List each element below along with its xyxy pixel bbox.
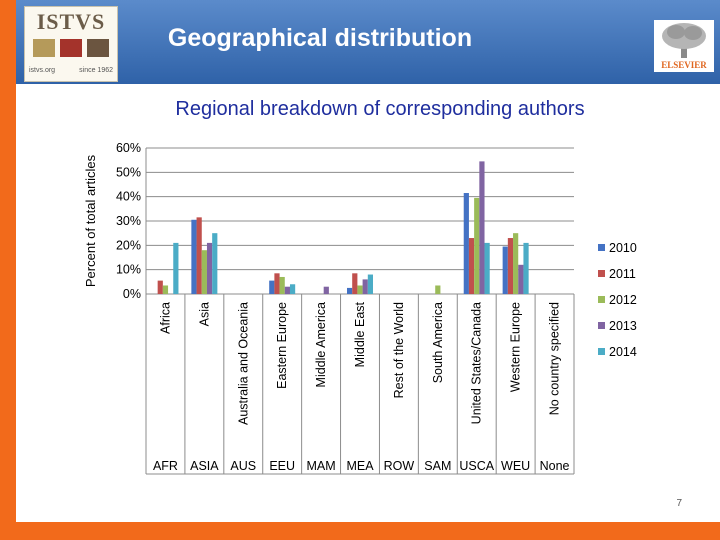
bar bbox=[513, 233, 519, 294]
region-code-label: ROW bbox=[384, 459, 415, 473]
bar bbox=[435, 285, 441, 294]
chart-title: Regional breakdown of corresponding auth… bbox=[175, 98, 585, 120]
bar bbox=[463, 193, 469, 294]
page-title: Geographical distribution bbox=[167, 24, 473, 52]
logo-since: since 1962 bbox=[79, 67, 113, 74]
x-tick-label: Middle America bbox=[314, 302, 328, 387]
legend-swatch bbox=[598, 348, 605, 355]
y-axis-title: Percent of total articles bbox=[83, 154, 98, 287]
bar bbox=[474, 197, 480, 294]
bar bbox=[518, 264, 524, 294]
left-accent-bar bbox=[0, 0, 16, 540]
x-tick-label: Australia and Oceania bbox=[236, 302, 250, 425]
logo-emblem-icon bbox=[31, 39, 111, 61]
region-code-label: WEU bbox=[501, 459, 530, 473]
logo-url: istvs.org bbox=[29, 67, 56, 74]
region-code-label: ASIA bbox=[190, 459, 219, 473]
legend-label: 2011 bbox=[609, 267, 636, 281]
y-tick-label: 20% bbox=[116, 238, 141, 252]
bar bbox=[269, 280, 275, 294]
legend-label: 2013 bbox=[609, 319, 637, 333]
bottom-accent-bar bbox=[0, 522, 720, 540]
bar bbox=[157, 280, 163, 294]
x-tick-label: Western Europe bbox=[509, 302, 523, 392]
tree-icon bbox=[662, 23, 706, 58]
legend-label: 2014 bbox=[609, 345, 637, 359]
bar bbox=[323, 286, 329, 294]
x-tick-label: Rest of the World bbox=[392, 302, 406, 398]
bar-chart: 0% 10% 20% 30% 40% 50% 60% Africa Asia Australia … bbox=[83, 141, 637, 475]
bar bbox=[206, 242, 213, 294]
x-tick-label: United States/Canada bbox=[470, 302, 484, 424]
logo-wordmark: ISTVS bbox=[36, 9, 106, 34]
publisher-name: ELSEVIER bbox=[661, 60, 707, 70]
bar bbox=[191, 219, 197, 294]
bar bbox=[347, 287, 353, 294]
bar bbox=[212, 233, 218, 294]
page-number: 7 bbox=[676, 498, 682, 509]
region-code-label: MAM bbox=[307, 459, 336, 473]
bar bbox=[284, 286, 290, 294]
bar bbox=[507, 238, 514, 294]
region-code-label: AUS bbox=[230, 459, 256, 473]
y-tick-label: 30% bbox=[116, 214, 141, 228]
x-tick-label: Eastern Europe bbox=[275, 302, 289, 389]
y-tick-label: 50% bbox=[116, 165, 141, 179]
region-code-label: None bbox=[540, 459, 570, 473]
bar bbox=[196, 217, 202, 294]
legend-label: 2012 bbox=[609, 293, 637, 307]
legend-swatch bbox=[598, 244, 605, 251]
istvs-logo: ISTVS istvs.org since 1962 bbox=[24, 6, 118, 82]
region-code-label: SAM bbox=[424, 459, 451, 473]
legend-label: 2010 bbox=[609, 241, 637, 255]
bar bbox=[367, 274, 373, 294]
region-code-label: AFR bbox=[153, 459, 178, 473]
region-code-label: EEU bbox=[269, 459, 295, 473]
x-tick-label: Middle East bbox=[353, 301, 367, 367]
y-tick-label: 0% bbox=[123, 287, 141, 301]
bar bbox=[502, 246, 508, 294]
bar bbox=[484, 242, 490, 294]
bar bbox=[479, 161, 485, 294]
x-tick-label: South America bbox=[431, 302, 445, 383]
bar bbox=[352, 273, 358, 294]
y-tick-label: 40% bbox=[116, 190, 141, 204]
bar bbox=[274, 273, 280, 294]
x-tick-label: No country specified bbox=[548, 302, 562, 415]
region-code-label: MEA bbox=[346, 459, 374, 473]
bar bbox=[357, 285, 363, 294]
y-tick-label: 10% bbox=[116, 263, 141, 277]
region-code-label: USCA bbox=[459, 459, 494, 473]
x-tick-label: Asia bbox=[197, 302, 211, 326]
legend-swatch bbox=[598, 296, 605, 303]
bar bbox=[162, 285, 169, 294]
header-banner: ISTVS istvs.org since 1962 Geographical … bbox=[0, 0, 720, 84]
legend-swatch bbox=[598, 322, 605, 329]
bar bbox=[523, 242, 529, 294]
bar bbox=[201, 250, 207, 294]
bar bbox=[289, 284, 296, 294]
elsevier-logo: ELSEVIER bbox=[654, 20, 714, 72]
bar bbox=[362, 279, 368, 294]
x-tick-label: Africa bbox=[158, 302, 172, 334]
legend-swatch bbox=[598, 270, 605, 277]
y-tick-label: 60% bbox=[116, 141, 141, 155]
bar bbox=[468, 238, 475, 294]
bar bbox=[279, 276, 285, 294]
bar bbox=[173, 242, 179, 294]
